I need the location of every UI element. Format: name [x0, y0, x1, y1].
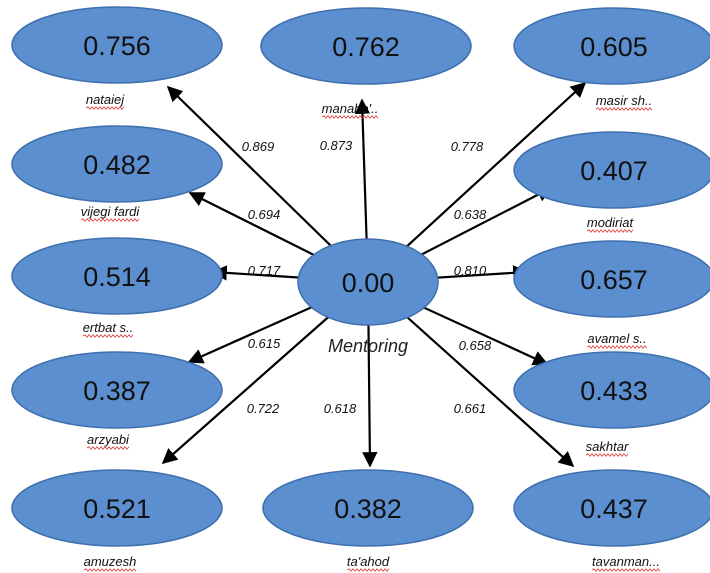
node-label-tavanman: tavanman...: [592, 554, 660, 569]
node-amuzesh: 0.521 amuzesh: [11, 469, 223, 569]
node-layer: 0.756 nataiej 0.762 manabe'.. 0.605 masir sh.…: [11, 6, 710, 572]
node-masir: 0.605 masir sh..: [513, 7, 710, 108]
node-modiriat: 0.407 modiriat: [513, 131, 710, 230]
node-nataiej: 0.756 nataiej: [11, 6, 223, 107]
node-ertbat: 0.514 ertbat s..: [11, 237, 223, 335]
center-node: 0.00 Mentoring: [297, 238, 439, 356]
node-taahod: 0.382 ta'ahod: [262, 469, 474, 569]
node-value-taahod: 0.382: [334, 494, 402, 524]
node-ellipse-avamel: [513, 240, 710, 318]
node-label-sakhtar: sakhtar: [586, 439, 629, 454]
node-tavanman: 0.437 tavanman...: [513, 469, 710, 569]
node-ellipse-amuzesh: [11, 469, 223, 547]
edge-weight-arzyabi: 0.615: [248, 336, 281, 351]
node-ellipse-sakhtar: [513, 351, 710, 429]
center-value: 0.00: [342, 268, 395, 298]
node-arzyabi: 0.387 arzyabi: [11, 351, 223, 447]
edge-weight-sakhtar: 0.658: [459, 338, 492, 353]
center-label: Mentoring: [328, 336, 408, 356]
edge-weight-avamel: 0.810: [454, 263, 487, 278]
node-label-taahod: ta'ahod: [347, 554, 390, 569]
edge-weight-ertbat: 0.717: [248, 263, 281, 278]
spellcheck-squiggle-vijegi: [80, 218, 140, 222]
node-value-vijegi: 0.482: [83, 150, 151, 180]
node-label-nataiej: nataiej: [86, 92, 125, 107]
spellcheck-squiggle-nataiej: [85, 106, 125, 110]
edge-weight-amuzesh: 0.722: [247, 401, 280, 416]
node-sakhtar: 0.433 sakhtar: [513, 351, 710, 454]
node-label-ertbat: ertbat s..: [83, 320, 134, 335]
node-label-masir: masir sh..: [596, 93, 652, 108]
node-ellipse-ertbat: [11, 237, 223, 315]
spellcheck-squiggle-avamel: [586, 345, 648, 349]
node-value-manabe: 0.762: [332, 32, 400, 62]
node-value-arzyabi: 0.387: [83, 376, 151, 406]
node-value-nataiej: 0.756: [83, 31, 151, 61]
node-value-avamel: 0.657: [580, 265, 648, 295]
spellcheck-squiggle-masir: [595, 107, 653, 111]
node-ellipse-modiriat: [513, 131, 710, 209]
node-ellipse-nataiej: [11, 6, 223, 84]
node-vijegi: 0.482 vijegi fardi: [11, 125, 223, 219]
spellcheck-squiggle-ertbat: [82, 334, 134, 338]
edge-weight-masir: 0.778: [451, 139, 484, 154]
edge-weight-nataiej: 0.869: [242, 139, 275, 154]
edge-weight-vijegi: 0.694: [248, 207, 281, 222]
node-value-sakhtar: 0.433: [580, 376, 648, 406]
spellcheck-squiggle-taahod: [346, 568, 390, 572]
edge-weight-modiriat: 0.638: [454, 207, 487, 222]
spellcheck-squiggle-amuzesh: [83, 568, 137, 572]
node-ellipse-manabe: [260, 7, 472, 85]
node-value-amuzesh: 0.521: [83, 494, 151, 524]
node-value-masir: 0.605: [580, 32, 648, 62]
node-ellipse-arzyabi: [11, 351, 223, 429]
node-label-manabe: manabe'..: [322, 101, 379, 116]
edge-weight-manabe: 0.873: [320, 138, 353, 153]
node-label-modiriat: modiriat: [587, 215, 635, 230]
spellcheck-squiggle-arzyabi: [86, 446, 130, 450]
node-avamel: 0.657 avamel s..: [513, 240, 710, 346]
node-ellipse-tavanman: [513, 469, 710, 547]
node-value-tavanman: 0.437: [580, 494, 648, 524]
edge-weight-tavanman: 0.661: [454, 401, 487, 416]
node-label-vijegi: vijegi fardi: [81, 204, 141, 219]
node-ellipse-vijegi: [11, 125, 223, 203]
center-ellipse: [297, 238, 439, 326]
node-value-ertbat: 0.514: [83, 262, 151, 292]
edge-weight-taahod: 0.618: [324, 401, 357, 416]
spellcheck-squiggle-modiriat: [586, 229, 634, 233]
node-label-amuzesh: amuzesh: [84, 554, 137, 569]
node-label-arzyabi: arzyabi: [87, 432, 130, 447]
spellcheck-squiggle-tavanman: [591, 568, 661, 572]
node-ellipse-masir: [513, 7, 710, 85]
spellcheck-squiggle-sakhtar: [585, 453, 629, 457]
node-label-avamel: avamel s..: [587, 331, 646, 346]
spellcheck-squiggle-manabe: [321, 115, 379, 119]
node-manabe: 0.762 manabe'..: [260, 7, 472, 116]
node-value-modiriat: 0.407: [580, 156, 648, 186]
node-ellipse-taahod: [262, 469, 474, 547]
